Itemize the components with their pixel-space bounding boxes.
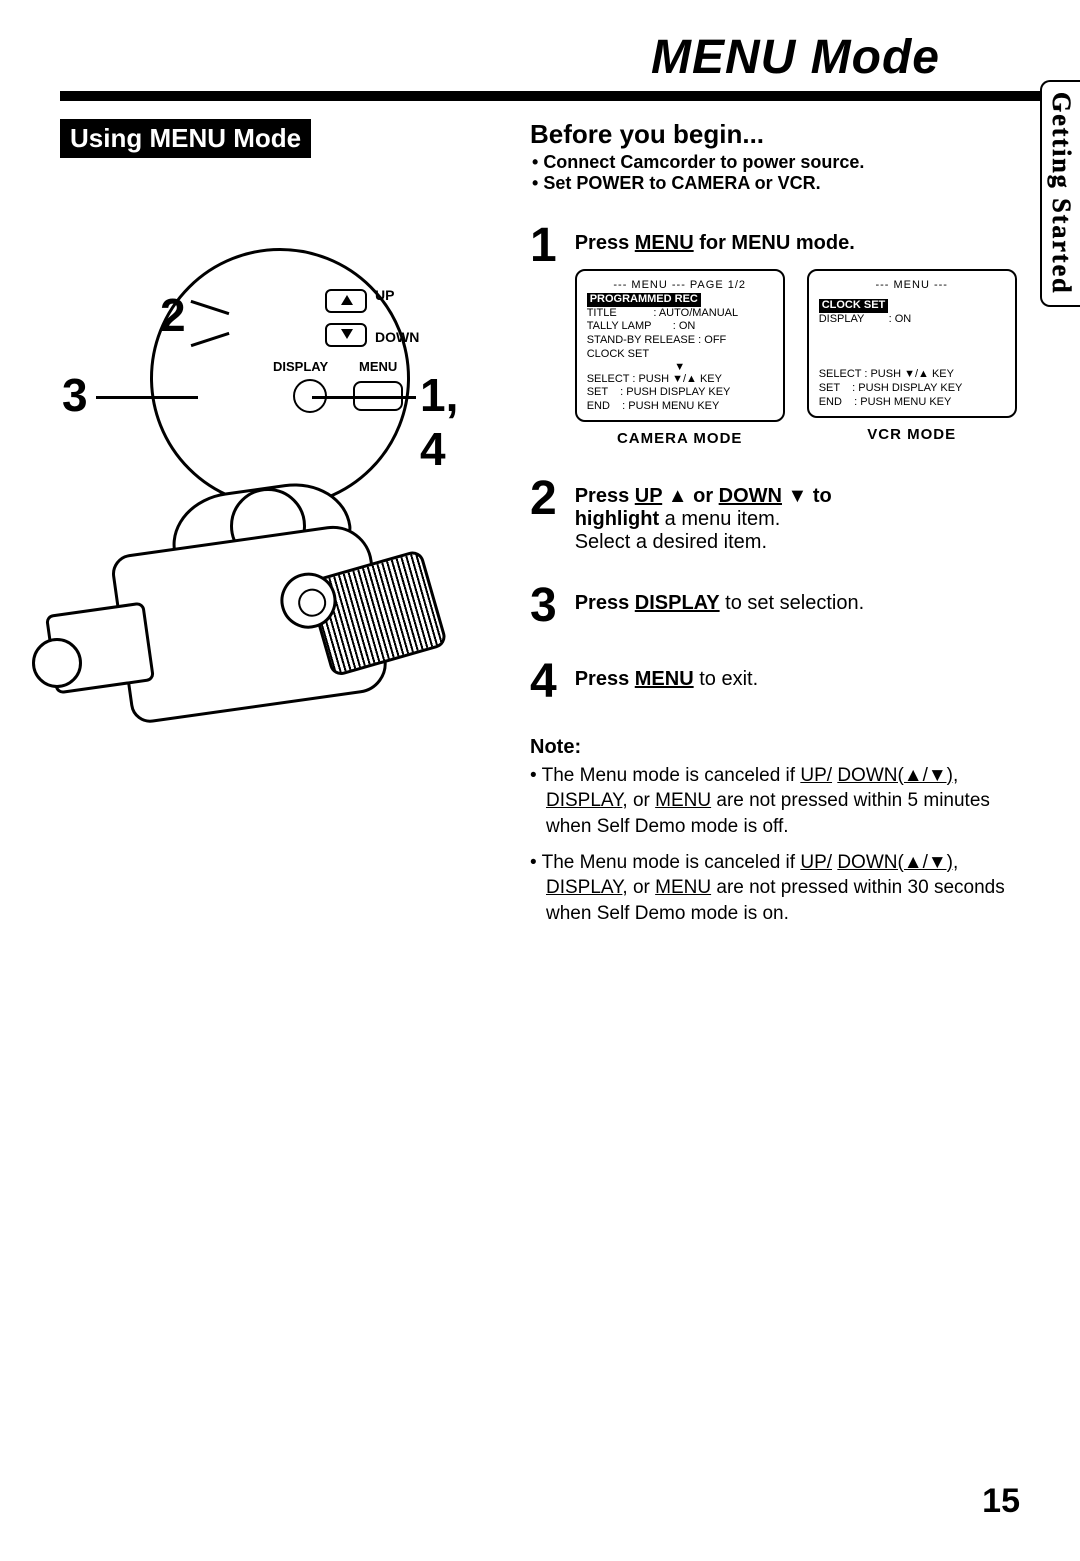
step-text: to exit. bbox=[694, 668, 758, 690]
underlined-key: MENU bbox=[635, 232, 694, 254]
step-body: Press UP ▲ or DOWN ▼ to highlight a menu… bbox=[575, 475, 1040, 554]
callout-3: 3 bbox=[62, 368, 88, 422]
step-body: Press MENU for MENU mode. --- MENU --- P… bbox=[575, 222, 1040, 447]
screen-row: DISPLAY : ON bbox=[819, 313, 1005, 327]
camera-menu-screen: --- MENU --- PAGE 1/2 PROGRAMMED REC TIT… bbox=[575, 269, 785, 422]
underlined-key: MENU bbox=[635, 668, 694, 690]
underlined-key: DISPLAY bbox=[635, 592, 720, 614]
step-2: 2 Press UP ▲ or DOWN ▼ to highlight a me… bbox=[530, 475, 1040, 554]
screen-footer-row: SELECT : PUSH ▼/▲ KEY bbox=[819, 368, 1005, 382]
screen-footer-row: END : PUSH MENU KEY bbox=[819, 396, 1005, 410]
before-begin-heading: Before you begin... bbox=[530, 119, 1040, 150]
screen-caption: VCR MODE bbox=[807, 426, 1017, 443]
note-list: The Menu mode is canceled if UP/ DOWN(▲/… bbox=[530, 763, 1040, 927]
screen-row: CLOCK SET bbox=[587, 348, 773, 362]
vcr-menu-screen: --- MENU --- CLOCK SET DISPLAY : ON SELE… bbox=[807, 269, 1017, 418]
note-text: , bbox=[953, 852, 958, 873]
section-label: Using MENU Mode bbox=[60, 119, 311, 158]
step-text: Press bbox=[575, 592, 635, 614]
note-text: , or bbox=[622, 877, 655, 898]
underlined-key: MENU bbox=[655, 790, 711, 811]
underlined-key: MENU bbox=[655, 877, 711, 898]
screen-row: TITLE : AUTO/MANUAL bbox=[587, 307, 773, 321]
screen-header: --- MENU --- PAGE 1/2 bbox=[587, 279, 773, 293]
step-number: 1 bbox=[530, 222, 557, 447]
underlined-key: DOWN(▲/▼) bbox=[837, 765, 953, 786]
prereq-list: Connect Camcorder to power source. Set P… bbox=[532, 152, 1040, 194]
screen-row: TALLY LAMP : ON bbox=[587, 320, 773, 334]
underlined-key: UP/ bbox=[800, 852, 832, 873]
title-rule bbox=[60, 91, 1040, 101]
underlined-key: DISPLAY bbox=[546, 790, 622, 811]
prereq-item: Connect Camcorder to power source. bbox=[532, 152, 1040, 173]
vcr-screen-wrap: --- MENU --- CLOCK SET DISPLAY : ON SELE… bbox=[807, 269, 1017, 447]
page-number: 15 bbox=[982, 1482, 1020, 1521]
step-number: 4 bbox=[530, 658, 557, 706]
highlighted-row: PROGRAMMED REC bbox=[587, 293, 701, 307]
step-body: Press DISPLAY to set selection. bbox=[575, 582, 1040, 630]
underlined-key: DOWN bbox=[719, 485, 782, 507]
underlined-key: DOWN(▲/▼) bbox=[837, 852, 953, 873]
down-label: DOWN bbox=[375, 329, 419, 345]
note-heading: Note: bbox=[530, 736, 1040, 759]
menu-screens: --- MENU --- PAGE 1/2 PROGRAMMED REC TIT… bbox=[575, 269, 1040, 447]
callout-2: 2 bbox=[160, 288, 186, 342]
display-label: DISPLAY bbox=[273, 359, 328, 374]
note-text: The Menu mode is canceled if bbox=[542, 852, 801, 873]
manual-page: MENU Mode Getting Started Using MENU Mod… bbox=[0, 0, 1080, 1561]
underlined-key: DISPLAY bbox=[546, 877, 622, 898]
step-1: 1 Press MENU for MENU mode. --- MENU ---… bbox=[530, 222, 1040, 447]
step-text: for MENU mode. bbox=[694, 232, 855, 254]
note-text: The Menu mode is canceled if bbox=[542, 765, 801, 786]
section-tab: Getting Started bbox=[1040, 80, 1080, 307]
step-text: ▼ to bbox=[782, 485, 832, 507]
leader-line bbox=[312, 396, 416, 399]
camcorder-illustration: UP DOWN DISPLAY MENU 2 3 1, 4 bbox=[60, 248, 480, 768]
camcorder-body bbox=[109, 521, 390, 726]
camcorder-drawing bbox=[80, 458, 460, 758]
screen-row: STAND-BY RELEASE : OFF bbox=[587, 334, 773, 348]
note-item: The Menu mode is canceled if UP/ DOWN(▲/… bbox=[530, 763, 1040, 840]
left-column: Using MENU Mode UP DOWN DISPLAY MENU 2 3… bbox=[60, 119, 500, 937]
step-number: 2 bbox=[530, 475, 557, 554]
up-label: UP bbox=[375, 287, 394, 303]
note-item: The Menu mode is canceled if UP/ DOWN(▲/… bbox=[530, 850, 1040, 927]
leader-line bbox=[96, 396, 198, 399]
screen-footer-row: SET : PUSH DISPLAY KEY bbox=[819, 382, 1005, 396]
step-text: Press bbox=[575, 232, 635, 254]
note-text: , bbox=[953, 765, 958, 786]
prereq-item: Set POWER to CAMERA or VCR. bbox=[532, 173, 1040, 194]
triangle-down-icon bbox=[341, 329, 353, 339]
camera-screen-wrap: --- MENU --- PAGE 1/2 PROGRAMMED REC TIT… bbox=[575, 269, 785, 447]
step-4: 4 Press MENU to exit. bbox=[530, 658, 1040, 706]
highlighted-row: CLOCK SET bbox=[819, 299, 889, 313]
step-text: highlight bbox=[575, 508, 659, 530]
step-text: Select a desired item. bbox=[575, 531, 767, 553]
underlined-key: UP bbox=[635, 485, 662, 507]
underlined-key: UP/ bbox=[800, 765, 832, 786]
screen-footer-row: END : PUSH MENU KEY bbox=[587, 400, 773, 414]
page-title: MENU Mode bbox=[60, 30, 1040, 85]
step-text: to set selection. bbox=[720, 592, 865, 614]
two-column-layout: Using MENU Mode UP DOWN DISPLAY MENU 2 3… bbox=[60, 119, 1040, 937]
step-3: 3 Press DISPLAY to set selection. bbox=[530, 582, 1040, 630]
screen-header: --- MENU --- bbox=[819, 279, 1005, 293]
step-text: a menu item. bbox=[659, 508, 780, 530]
screen-footer-row: SET : PUSH DISPLAY KEY bbox=[587, 386, 773, 400]
triangle-up-icon bbox=[341, 295, 353, 305]
step-body: Press MENU to exit. bbox=[575, 658, 1040, 706]
note-text: , or bbox=[622, 790, 655, 811]
right-column: Before you begin... Connect Camcorder to… bbox=[530, 119, 1040, 937]
step-text: Press bbox=[575, 485, 635, 507]
camcorder-eyecup bbox=[32, 638, 82, 688]
screen-footer-row: SELECT : PUSH ▼/▲ KEY bbox=[587, 373, 773, 387]
step-text: ▲ or bbox=[662, 485, 718, 507]
screen-caption: CAMERA MODE bbox=[575, 430, 785, 447]
down-arrow-icon: ▼ bbox=[587, 362, 773, 373]
step-text: Press bbox=[575, 668, 635, 690]
menu-label: MENU bbox=[359, 359, 397, 374]
step-number: 3 bbox=[530, 582, 557, 630]
